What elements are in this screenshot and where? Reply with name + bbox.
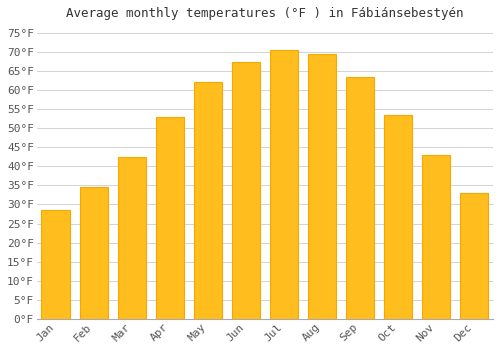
Bar	[232, 62, 260, 319]
Bar	[460, 193, 488, 319]
Bar	[346, 77, 374, 319]
Bar	[194, 83, 222, 319]
Bar	[42, 210, 70, 319]
Title: Average monthly temperatures (°F ) in Fábiánsebestyén: Average monthly temperatures (°F ) in Fá…	[66, 7, 464, 20]
Bar	[156, 117, 184, 319]
Bar	[308, 54, 336, 319]
Bar	[118, 157, 146, 319]
Bar	[270, 50, 298, 319]
Bar	[80, 187, 108, 319]
Bar	[384, 115, 412, 319]
Bar	[422, 155, 450, 319]
